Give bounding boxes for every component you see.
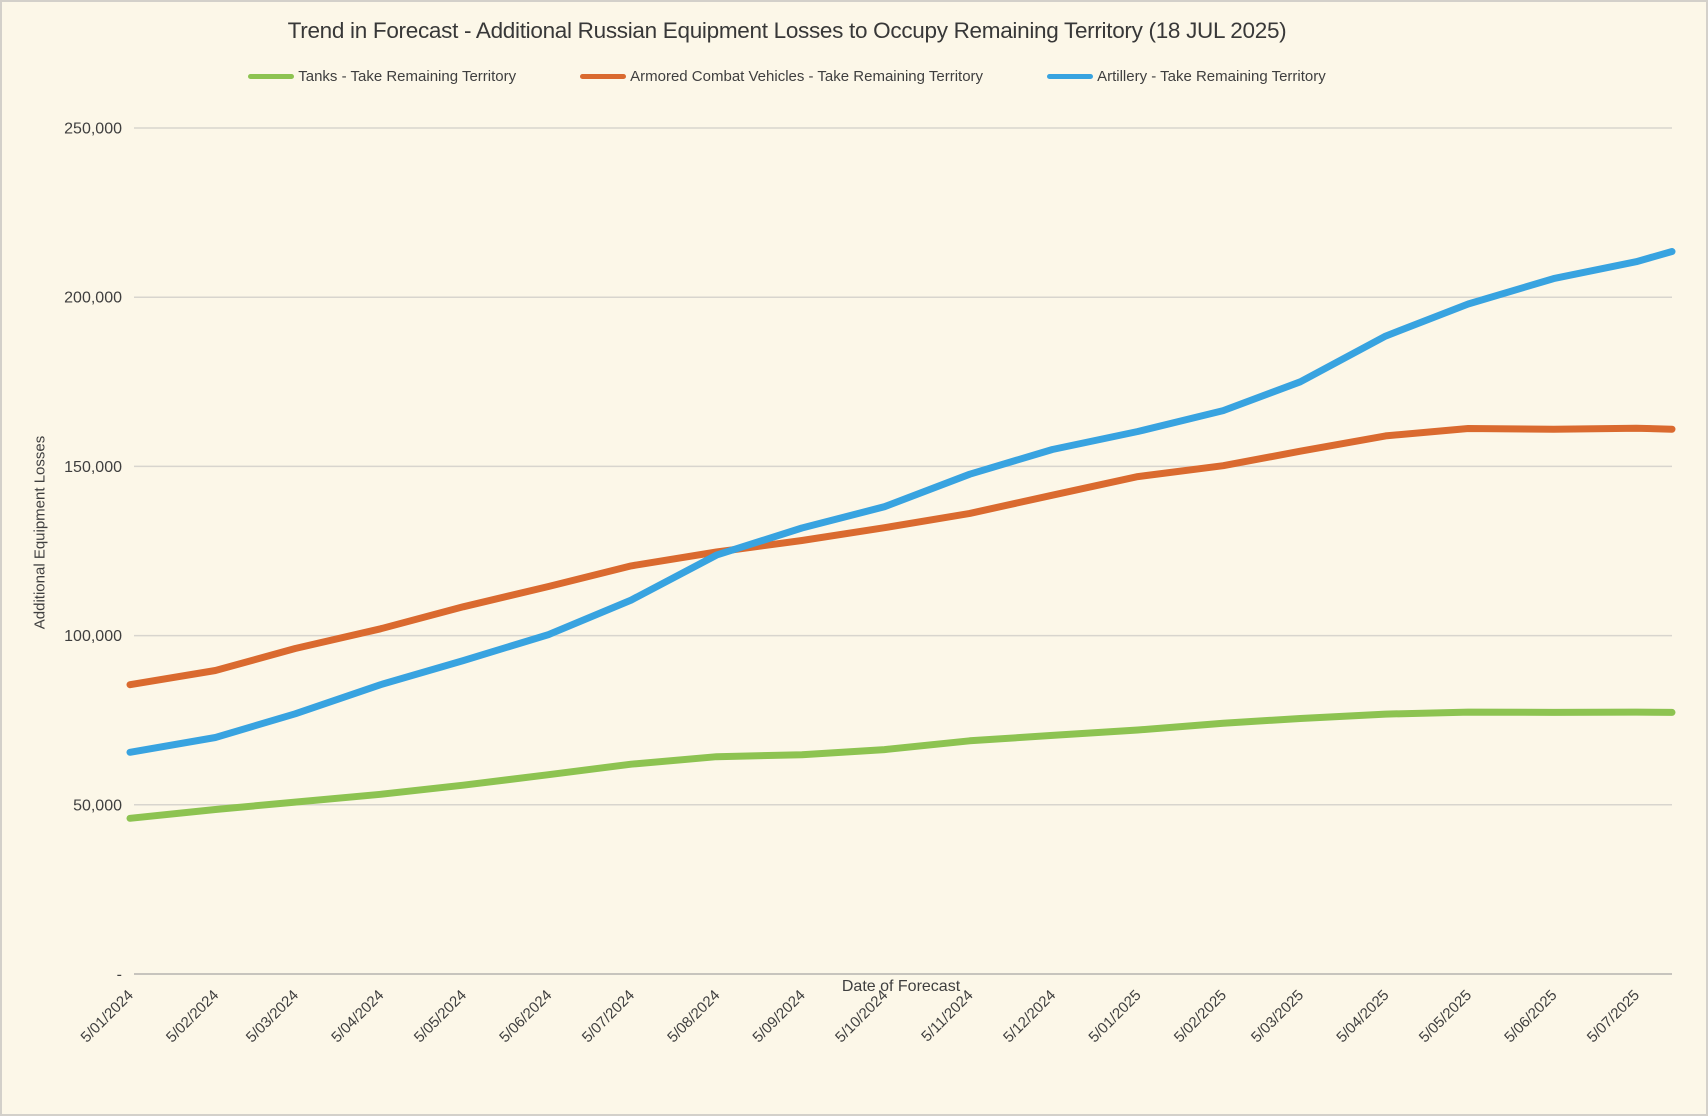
y-tick-label: 50,000	[73, 797, 122, 814]
legend-item-armored-combat-vehicles: Armored Combat Vehicles - Take Remaining…	[580, 68, 983, 85]
legend-label-artillery: Artillery - Take Remaining Territory	[1097, 68, 1326, 85]
x-axis-title: Date of Forecast	[841, 978, 961, 995]
y-axis-title: Additional Equipment Losses	[31, 435, 49, 630]
y-tick-label: 100,000	[64, 628, 122, 645]
y-tick-label: 250,000	[64, 121, 122, 138]
artillery-line-swatch-icon	[1047, 74, 1094, 79]
y-tick-label: 150,000	[64, 459, 122, 476]
legend-item-tanks: Tanks - Take Remaining Territory	[248, 68, 516, 85]
tanks-line-swatch-icon	[248, 74, 295, 79]
chart-legend: Tanks - Take Remaining Territory Armored…	[62, 68, 1512, 85]
legend-item-artillery: Artillery - Take Remaining Territory	[1047, 68, 1326, 85]
y-tick-label: -	[117, 967, 122, 984]
x-tick-label: 5/01/2024	[78, 987, 137, 1046]
series-line-1	[126, 424, 1676, 689]
y-tick-label: 200,000	[64, 290, 122, 307]
series-line-2	[126, 248, 1676, 756]
armored-combat-vehicles-line-swatch-icon	[580, 74, 627, 79]
series-line-0	[126, 708, 1676, 822]
legend-label-armored-combat-vehicles: Armored Combat Vehicles - Take Remaining…	[630, 68, 984, 85]
chart-title: Trend in Forecast - Additional Russian E…	[287, 18, 1287, 43]
legend-label-tanks: Tanks - Take Remaining Territory	[298, 68, 517, 85]
